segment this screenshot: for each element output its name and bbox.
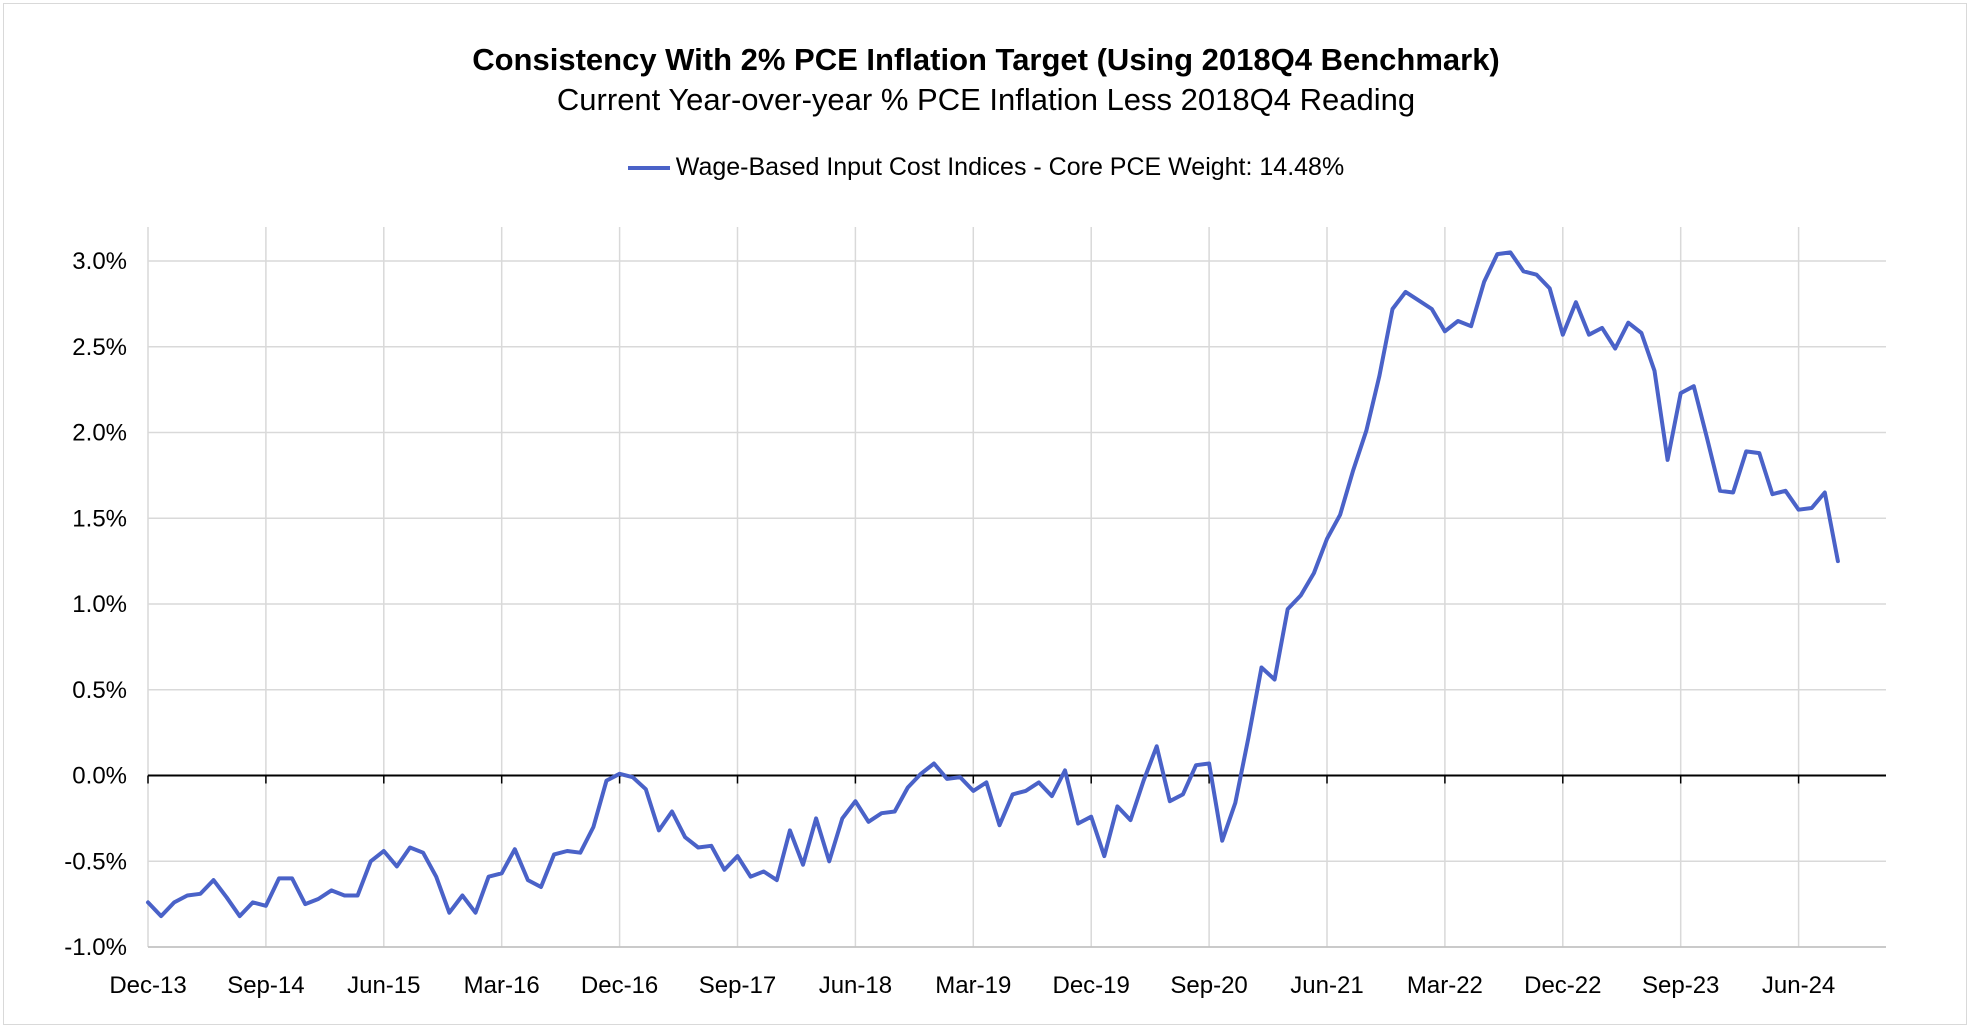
legend: Wage-Based Input Cost Indices - Core PCE… <box>0 153 1972 182</box>
x-tick-label: Mar-16 <box>464 972 540 999</box>
legend-label: Wage-Based Input Cost Indices - Core PCE… <box>675 153 1345 181</box>
chart-subtitle: Current Year-over-year % PCE Inflation L… <box>556 82 1416 117</box>
y-tick-labels: -1.0% -0.5% 0.0% 0.5% 1.0% 1.5% 2.0% 2.5% 3.0% <box>64 248 127 961</box>
chart-title: Consistency With 2% PCE Inflation Target… <box>472 42 1500 77</box>
x-tick-label: Jun-24 <box>1762 972 1835 999</box>
x-tick-label: Mar-22 <box>1407 972 1483 999</box>
x-tick-label: Jun-15 <box>347 972 420 999</box>
x-tick-label: Sep-20 <box>1170 972 1247 999</box>
series-line <box>146 250 1840 919</box>
y-tick-label: 2.5% <box>72 334 127 361</box>
y-tick-label: -0.5% <box>64 848 127 875</box>
x-tick-labels: Dec-13 Sep-14 Jun-15 Mar-16 Dec-16 Sep-17 Jun-… <box>109 972 1835 999</box>
y-tick-label: 1.0% <box>72 591 127 618</box>
x-tick-label: Dec-19 <box>1053 972 1130 999</box>
series-group <box>146 250 1840 919</box>
x-tick-label: Jun-18 <box>819 972 892 999</box>
legend-line-swatch <box>627 166 670 171</box>
y-tick-label: 0.5% <box>72 677 127 704</box>
y-tick-label: 2.0% <box>72 420 127 447</box>
x-tick-label: Sep-17 <box>699 972 776 999</box>
x-tick-label: Sep-23 <box>1642 972 1719 999</box>
vertical-gridlines <box>147 227 1800 947</box>
axes <box>147 774 1886 948</box>
horizontal-gridlines <box>148 260 1886 948</box>
x-tick-label: Sep-14 <box>227 972 304 999</box>
y-tick-label: 3.0% <box>72 248 127 275</box>
chart-frame <box>3 3 1967 1025</box>
x-tick-label: Mar-19 <box>935 972 1011 999</box>
x-tick-label: Jun-21 <box>1290 972 1363 999</box>
x-tick-label: Dec-13 <box>109 972 186 999</box>
x-tick-label: Dec-22 <box>1524 972 1601 999</box>
x-tick-label: Dec-16 <box>581 972 658 999</box>
y-tick-label: -1.0% <box>64 934 127 961</box>
y-tick-label: 0.0% <box>72 763 127 790</box>
y-tick-label: 1.5% <box>72 505 127 532</box>
